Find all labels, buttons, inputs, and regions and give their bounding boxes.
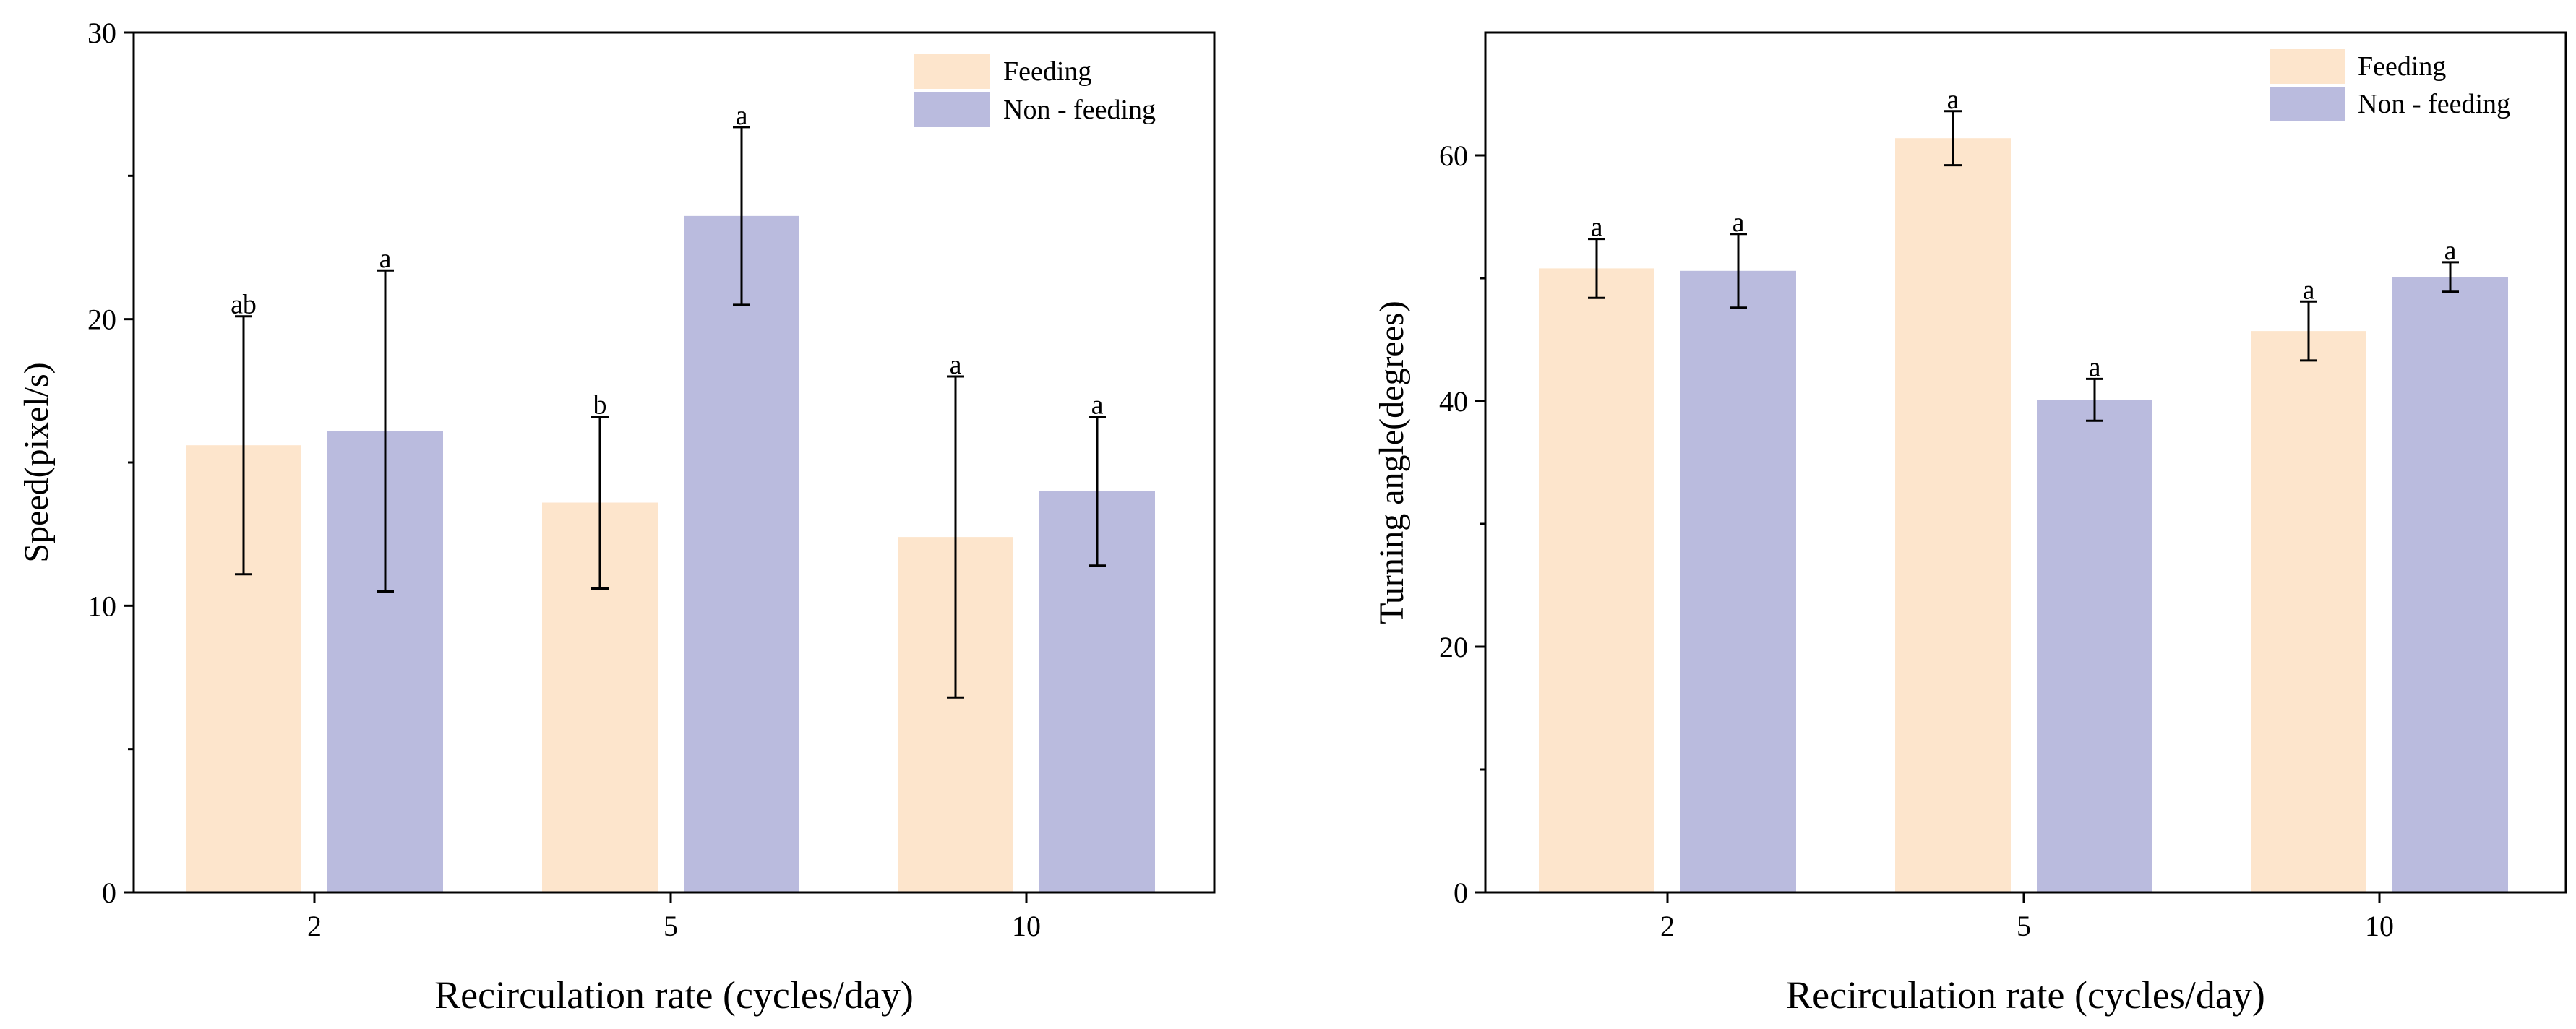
turning-angle-y-ticks: 0 20 40 60 — [1439, 139, 1485, 909]
turning-angle-x-tick-label-10: 10 — [2365, 910, 2394, 942]
turning-angle-plot-frame — [1484, 31, 2567, 894]
speed-sig-label-nonfeeding-5: a — [736, 100, 748, 131]
turning-angle-x-tick-label-2: 2 — [1660, 910, 1675, 942]
speed-sig-label-feeding-5: b — [593, 390, 607, 421]
speed-sig-label-feeding-10: a — [950, 350, 962, 380]
turning-angle-bar-nonfeeding-2 — [1680, 270, 1796, 892]
speed-legend-label-nonfeeding: Non - feeding — [1003, 95, 1156, 125]
turning-angle-significance-labels: a a a a a a — [1591, 85, 2457, 383]
speed-sig-label-nonfeeding-10: a — [1091, 390, 1104, 421]
turning-angle-x-tick-label-5: 5 — [2017, 910, 2031, 942]
speed-y-axis-title: Speed(pixel/s) — [17, 362, 56, 562]
turning-angle-x-ticks: 2 5 10 — [1660, 892, 2394, 942]
turning-angle-y-tick-label-20: 20 — [1439, 631, 1468, 663]
turning-angle-bar-nonfeeding-5 — [2037, 400, 2152, 892]
speed-y-tick-label-0: 0 — [102, 877, 116, 909]
speed-x-tick-label-10: 10 — [1012, 910, 1041, 942]
turning-angle-y-tick-label-60: 60 — [1439, 139, 1468, 172]
turning-angle-error-bars — [1588, 110, 2459, 422]
turning-angle-legend-label-nonfeeding: Non - feeding — [2358, 89, 2510, 119]
turning-angle-bars — [1539, 138, 2508, 893]
speed-legend-swatch-feeding — [914, 54, 990, 89]
turning-angle-bar-feeding-10 — [2251, 331, 2366, 893]
speed-sig-label-feeding-2: ab — [231, 290, 257, 320]
speed-legend: Feeding Non - feeding — [914, 54, 1156, 127]
speed-y-tick-label-20: 20 — [87, 303, 116, 336]
turning-angle-sig-label-nonfeeding-2: a — [1733, 207, 1745, 238]
turning-angle-y-tick-label-0: 0 — [1454, 877, 1468, 909]
turning-angle-chart: a a a a a a 0 20 40 60 2 5 10 Recirculation rate (… — [1373, 31, 2567, 1017]
speed-sig-label-nonfeeding-2: a — [379, 244, 392, 274]
speed-legend-label-feeding: Feeding — [1003, 56, 1091, 87]
speed-x-tick-label-5: 5 — [664, 910, 678, 942]
turning-angle-legend: Feeding Non - feeding — [2270, 49, 2510, 121]
turning-angle-sig-label-nonfeeding-10: a — [2444, 236, 2457, 266]
turning-angle-legend-swatch-feeding — [2270, 49, 2345, 84]
turning-angle-bar-feeding-5 — [1895, 138, 2011, 893]
turning-angle-legend-label-feeding: Feeding — [2358, 51, 2446, 82]
turning-angle-y-axis-title: Turning angle(degrees) — [1373, 301, 1411, 624]
speed-bar-nonfeeding-5 — [684, 215, 799, 892]
turning-angle-sig-label-nonfeeding-5: a — [2089, 352, 2101, 382]
turning-angle-sig-label-feeding-5: a — [1947, 85, 1959, 115]
turning-angle-legend-swatch-nonfeeding — [2270, 87, 2345, 121]
speed-error-bars — [235, 126, 1106, 699]
speed-legend-swatch-nonfeeding — [914, 92, 990, 127]
speed-y-tick-label-30: 30 — [87, 17, 116, 49]
speed-x-axis-title: Recirculation rate (cycles/day) — [434, 973, 914, 1017]
speed-x-tick-label-2: 2 — [307, 910, 322, 942]
speed-y-tick-label-10: 10 — [87, 590, 116, 622]
turning-angle-bar-nonfeeding-10 — [2392, 277, 2508, 892]
speed-x-ticks: 2 5 10 — [307, 892, 1041, 942]
turning-angle-sig-label-feeding-2: a — [1591, 212, 1603, 243]
turning-angle-x-axis-title: Recirculation rate (cycles/day) — [1786, 973, 2265, 1017]
turning-angle-sig-label-feeding-10: a — [2303, 275, 2315, 305]
speed-y-ticks: 0 10 20 30 — [87, 17, 134, 909]
turning-angle-y-tick-label-40: 40 — [1439, 385, 1468, 418]
turning-angle-bar-feeding-2 — [1539, 268, 1654, 892]
